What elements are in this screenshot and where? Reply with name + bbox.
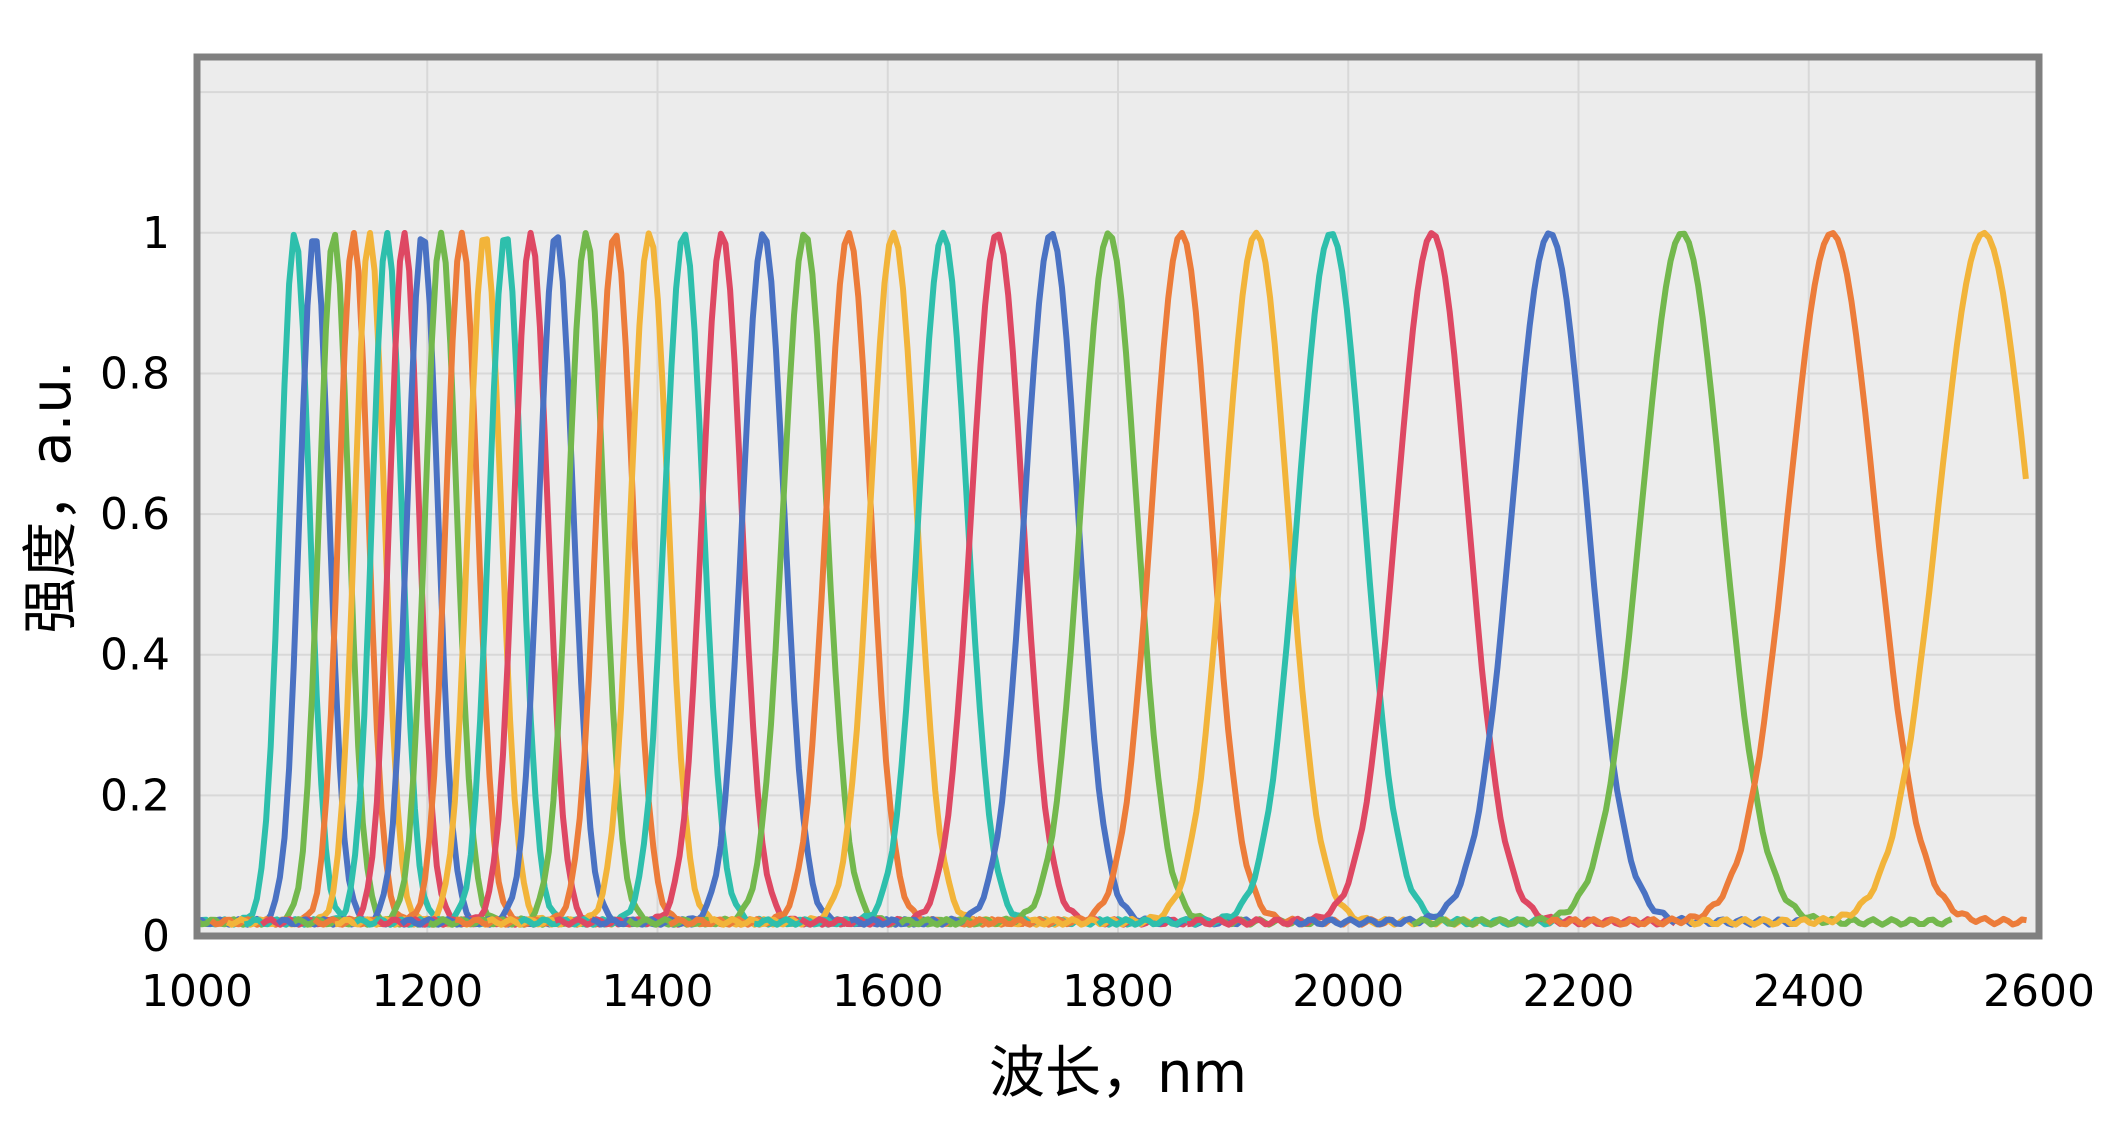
spectrum-line: [1545, 230, 2027, 928]
spectrum-line: [1687, 229, 2029, 928]
spectrum-line: [1411, 230, 1953, 928]
series-layer: [195, 229, 2029, 928]
x-axis: 1000 1200 1400 1600 1800 2000 2200 2400 2600: [141, 966, 2095, 1017]
x-tick-label: 1200: [371, 966, 483, 1017]
y-tick-label: 0.4: [100, 630, 170, 681]
x-tick-label: 1600: [832, 966, 944, 1017]
x-tick-label: 2400: [1753, 966, 1865, 1017]
x-tick-label: 2600: [1983, 966, 2095, 1017]
y-tick-label: 0.8: [100, 348, 170, 399]
x-tick-label: 1000: [141, 966, 253, 1017]
y-axis: 0 0.2 0.4 0.6 0.8 1: [100, 208, 170, 962]
y-tick-label: 0.2: [100, 770, 170, 821]
plot-frame: [193, 53, 2043, 940]
y-tick-label: 0: [142, 911, 170, 962]
y-tick-label: 0.6: [100, 489, 170, 540]
x-tick-label: 1800: [1062, 966, 1174, 1017]
y-tick-label: 1: [142, 208, 170, 259]
x-tick-label: 2200: [1523, 966, 1635, 1017]
y-axis-title: 强度，a.u.: [19, 360, 84, 633]
x-tick-label: 1400: [602, 966, 714, 1017]
x-tick-label: 2000: [1292, 966, 1404, 1017]
x-axis-title: 波长，nm: [989, 1041, 1247, 1106]
